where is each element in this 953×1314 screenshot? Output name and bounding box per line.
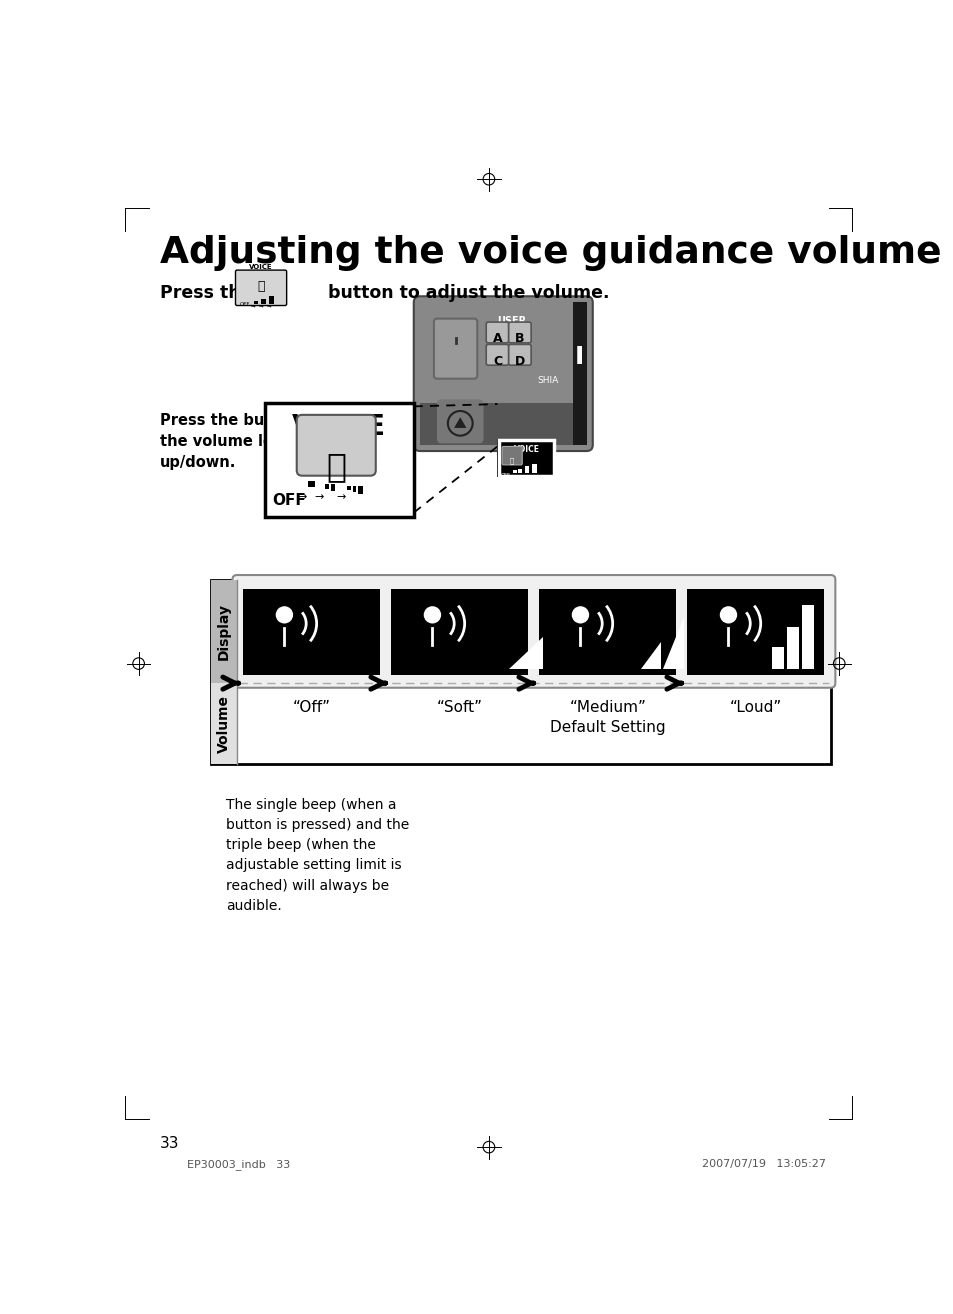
Text: VOICE: VOICE	[292, 414, 386, 442]
Text: I: I	[575, 344, 583, 369]
Polygon shape	[508, 636, 542, 669]
Text: The single beep (when a
button is pressed) and the
triple beep (when the
adjusta: The single beep (when a button is presse…	[226, 799, 409, 912]
Text: C: C	[493, 355, 501, 368]
Bar	[261, 298, 266, 304]
Bar	[801, 606, 813, 669]
Text: 🔉: 🔉	[257, 280, 265, 293]
Circle shape	[423, 606, 440, 624]
Bar	[772, 648, 783, 669]
Text: USER: USER	[497, 317, 525, 326]
Bar	[347, 486, 351, 490]
Text: 🔉: 🔉	[510, 457, 514, 464]
FancyBboxPatch shape	[501, 447, 521, 465]
Text: →: →	[258, 304, 263, 309]
Bar	[513, 470, 517, 473]
Text: 🔉: 🔉	[326, 451, 346, 484]
Bar	[391, 589, 528, 675]
Bar	[357, 486, 362, 494]
Text: →: →	[266, 304, 271, 309]
Bar	[517, 469, 521, 473]
Bar	[211, 683, 236, 765]
Polygon shape	[454, 417, 466, 428]
Circle shape	[571, 606, 589, 624]
Text: Volume: Volume	[216, 695, 231, 753]
Circle shape	[275, 606, 293, 624]
Text: OFF: OFF	[239, 302, 250, 307]
Text: 33: 33	[159, 1135, 179, 1151]
Text: “Soft”: “Soft”	[436, 700, 482, 715]
Text: 2007/07/19   13:05:27: 2007/07/19 13:05:27	[701, 1159, 825, 1168]
Bar	[497, 439, 555, 477]
Bar	[211, 579, 830, 765]
FancyBboxPatch shape	[486, 344, 508, 365]
Text: “Loud”: “Loud”	[729, 700, 781, 715]
FancyBboxPatch shape	[508, 344, 531, 365]
Bar	[572, 302, 586, 445]
FancyBboxPatch shape	[235, 271, 286, 306]
Text: “Off”: “Off”	[293, 700, 331, 715]
Text: “Medium”
Default Setting: “Medium” Default Setting	[550, 700, 665, 735]
Text: SHIA: SHIA	[537, 376, 558, 385]
Bar	[786, 627, 798, 669]
FancyBboxPatch shape	[434, 318, 476, 378]
Bar	[419, 402, 572, 445]
Bar	[211, 579, 236, 683]
FancyBboxPatch shape	[296, 415, 375, 476]
Text: B: B	[515, 332, 524, 346]
Text: →: →	[297, 491, 307, 502]
Text: VOICE: VOICE	[513, 445, 539, 453]
Bar	[531, 464, 537, 473]
Text: EP30003_indb   33: EP30003_indb 33	[187, 1159, 291, 1169]
Text: Display: Display	[216, 603, 231, 660]
Text: D: D	[515, 355, 524, 368]
Text: Adjusting the voice guidance volume: Adjusting the voice guidance volume	[159, 235, 941, 271]
Bar	[524, 466, 529, 473]
FancyBboxPatch shape	[437, 401, 482, 443]
Text: VOICE: VOICE	[249, 264, 273, 271]
Polygon shape	[639, 641, 660, 669]
Text: →: →	[335, 491, 345, 502]
Bar	[253, 301, 257, 304]
Bar	[243, 589, 380, 675]
Text: OFF: OFF	[500, 473, 510, 477]
Polygon shape	[662, 618, 683, 669]
Text: button to adjust the volume.: button to adjust the volume.	[328, 284, 609, 302]
FancyBboxPatch shape	[414, 296, 592, 451]
Text: OFF: OFF	[273, 493, 306, 509]
Bar	[308, 481, 314, 487]
Text: Press the button to shift
the volume level by one
up/down.: Press the button to shift the volume lev…	[159, 414, 363, 470]
Bar	[538, 589, 676, 675]
Bar	[325, 484, 329, 489]
FancyBboxPatch shape	[508, 322, 531, 343]
Text: A: A	[492, 332, 501, 346]
FancyBboxPatch shape	[233, 576, 835, 687]
Text: →: →	[251, 304, 255, 309]
Bar	[269, 296, 274, 304]
Bar	[353, 486, 356, 491]
Bar	[265, 402, 414, 516]
Text: →: →	[314, 491, 324, 502]
Bar	[686, 589, 823, 675]
Circle shape	[719, 606, 737, 624]
Bar	[331, 484, 335, 491]
Text: Press the: Press the	[159, 284, 252, 302]
FancyBboxPatch shape	[486, 322, 508, 343]
